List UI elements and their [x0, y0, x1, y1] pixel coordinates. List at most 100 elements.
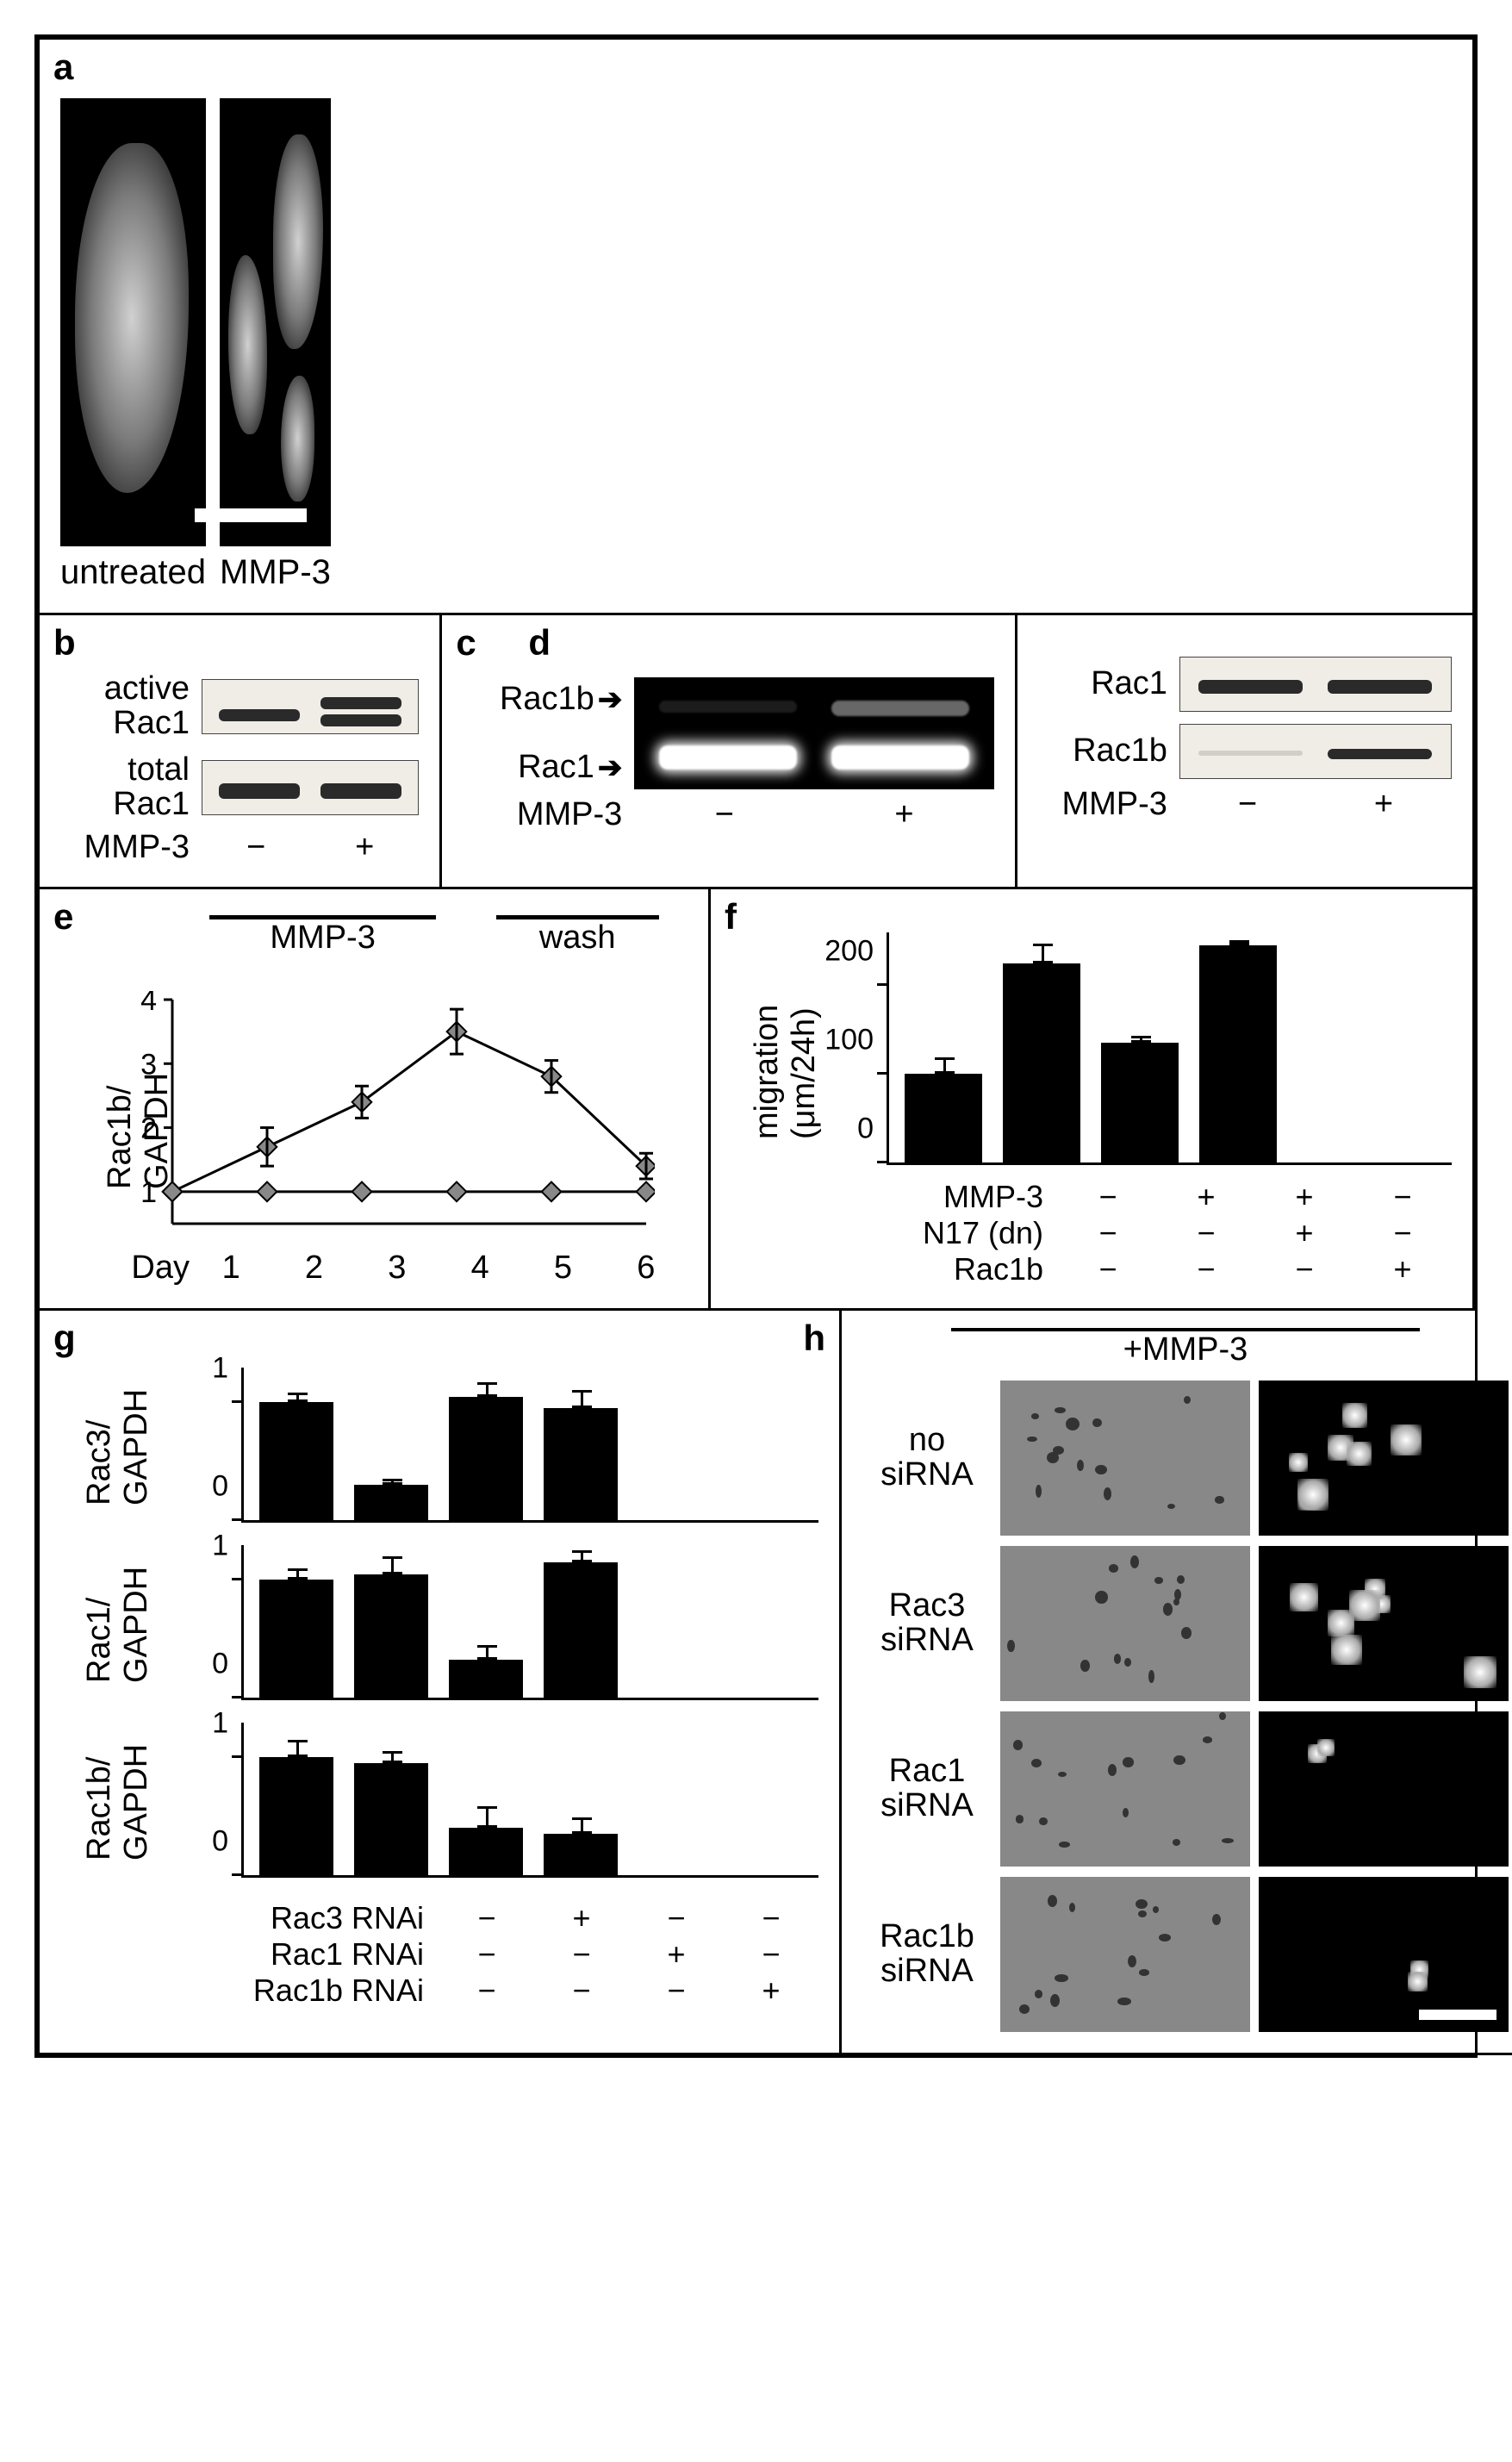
g-bar: [259, 1757, 333, 1874]
e-xtick: 2: [272, 1250, 355, 1287]
g-matrix-cell: −: [534, 1936, 629, 1973]
g-bar: [544, 1408, 618, 1519]
micrograph-mmp3: MMP-3: [220, 98, 331, 592]
g-condition-matrix: Rac3 RNAi−+−−Rac1 RNAi−−+−Rac1b RNAi−−−+: [241, 1900, 818, 2009]
e-xtick: 1: [190, 1250, 272, 1287]
g-ytick-label: 1: [212, 1530, 228, 1563]
gel-row-rac1: Rac1: [518, 749, 594, 786]
f-matrix-cell: −: [1353, 1179, 1452, 1215]
g-bar: [354, 1763, 428, 1874]
f-bar: [905, 1074, 982, 1162]
c-cond-label: MMP-3: [463, 796, 622, 833]
g-matrix-cell: −: [439, 1900, 534, 1936]
scale-bar-a: [195, 508, 307, 522]
h-row-label: Rac1siRNA: [862, 1755, 992, 1823]
g-matrix-cell: −: [629, 1973, 724, 2009]
g-matrix-cell: −: [439, 1973, 534, 2009]
f-ylab: migration(μm/24h): [749, 1004, 823, 1138]
blot-total-rac1: [202, 760, 419, 815]
d-row-rac1b: Rac1b: [1038, 734, 1167, 769]
e-xlab: Day: [121, 1250, 190, 1287]
b-cond-1: +: [310, 829, 419, 866]
c-cond-1: +: [814, 796, 994, 833]
f-row-label: MMP-3: [887, 1179, 1059, 1215]
f-bar-chart: 0100200: [887, 932, 1452, 1165]
g-matrix-cell: −: [724, 1936, 818, 1973]
e-line-chart: 1234: [121, 991, 655, 1250]
e-xtick: 6: [605, 1250, 688, 1287]
svg-text:4: 4: [140, 991, 157, 1017]
f-ytick-label: 0: [857, 1112, 874, 1145]
h-row-label: nosiRNA: [862, 1424, 992, 1493]
d-cond-label: MMP-3: [1038, 786, 1167, 823]
g-matrix-cell: +: [724, 1973, 818, 2009]
h-phase-image: [1000, 1381, 1250, 1536]
g-matrix-cell: −: [724, 1900, 818, 1936]
blot-active-rac1: [202, 679, 419, 734]
h-row-label: Rac1bsiRNA: [862, 1920, 992, 1989]
g-bar: [544, 1834, 618, 1875]
g-bar-group: 01: [241, 1368, 818, 1523]
panel-b-label: b: [53, 622, 76, 664]
f-matrix-cell: −: [1157, 1215, 1255, 1251]
h-row-label: Rac3siRNA: [862, 1589, 992, 1658]
g-matrix-cell: −: [439, 1936, 534, 1973]
g-bar: [544, 1562, 618, 1698]
g-ytick-label: 0: [212, 1469, 228, 1503]
e-xtick: 3: [356, 1250, 439, 1287]
panel-f: f migration(μm/24h) 0100200 MMP-3−++−N17…: [708, 889, 1475, 1311]
panel-e: e MMP-3 wash Rac1b/GAPDH 1234 Day 123456: [37, 889, 708, 1311]
g-row-label: Rac1b RNAi: [241, 1973, 439, 2009]
g-bar: [449, 1828, 523, 1874]
f-matrix-cell: −: [1353, 1215, 1452, 1251]
gel-image: [634, 677, 994, 789]
micrograph-untreated: untreated: [60, 98, 206, 592]
panel-g-label: g: [53, 1318, 76, 1359]
f-bar: [1199, 945, 1277, 1162]
g-bar-group: 01: [241, 1723, 818, 1878]
e-overbar-mmp3: MMP-3: [209, 915, 435, 957]
f-matrix-cell: −: [1255, 1251, 1353, 1287]
h-fluor-image: [1259, 1546, 1509, 1701]
h-phase-image: [1000, 1711, 1250, 1867]
f-matrix-cell: +: [1255, 1179, 1353, 1215]
f-ytick-label: 200: [824, 935, 874, 969]
panel-c-label: c: [456, 622, 476, 664]
e-ylab: Rac1b/GAPDH: [102, 1072, 176, 1188]
h-header: +MMP-3: [951, 1328, 1421, 1368]
g-bar: [259, 1580, 333, 1697]
h-fluor-image: [1259, 1877, 1509, 2032]
g-bar-group: 01: [241, 1545, 818, 1700]
g-bar: [449, 1397, 523, 1520]
f-matrix-cell: −: [1059, 1215, 1157, 1251]
h-image-grid: nosiRNA Rac3siRNA Rac1siRNA Rac1bsiRNA: [862, 1381, 1509, 2032]
b-cond-label: MMP-3: [60, 829, 190, 866]
f-row-label: Rac1b: [887, 1251, 1059, 1287]
g-matrix-cell: −: [534, 1973, 629, 2009]
f-ytick-label: 100: [824, 1023, 874, 1056]
arrow-icon-2: ➔: [598, 751, 623, 785]
g-ytick-label: 0: [212, 1647, 228, 1680]
panel-a-label: a: [53, 47, 73, 88]
f-bar: [1101, 1043, 1179, 1162]
g-bar-charts: Rac3/GAPDH01Rac1/GAPDH01Rac1b/GAPDH01: [60, 1368, 818, 1878]
panel-c: c d Rac1b ➔ Rac1 ➔: [439, 615, 1015, 889]
gel-row-rac1b: Rac1b: [500, 681, 594, 718]
g-bar: [354, 1485, 428, 1520]
e-xtick: 4: [439, 1250, 521, 1287]
panel-b: b activeRac1 totalRac1: [37, 615, 439, 889]
g-bar: [259, 1402, 333, 1519]
panel-e-label: e: [53, 896, 73, 938]
f-matrix-cell: +: [1255, 1215, 1353, 1251]
g-bar: [449, 1660, 523, 1698]
blot-rac1b: [1179, 724, 1452, 779]
g-matrix-cell: +: [534, 1900, 629, 1936]
b-cond-0: −: [202, 829, 310, 866]
h-phase-image: [1000, 1877, 1250, 2032]
f-row-label: N17 (dn): [887, 1215, 1059, 1251]
f-matrix-cell: −: [1059, 1251, 1157, 1287]
panel-g: g h Rac3/GAPDH01Rac1/GAPDH01Rac1b/GAPDH0…: [37, 1311, 839, 2055]
panel-f-label: f: [725, 896, 737, 938]
g-ytick-label: 1: [212, 1352, 228, 1386]
g-bar: [354, 1574, 428, 1698]
